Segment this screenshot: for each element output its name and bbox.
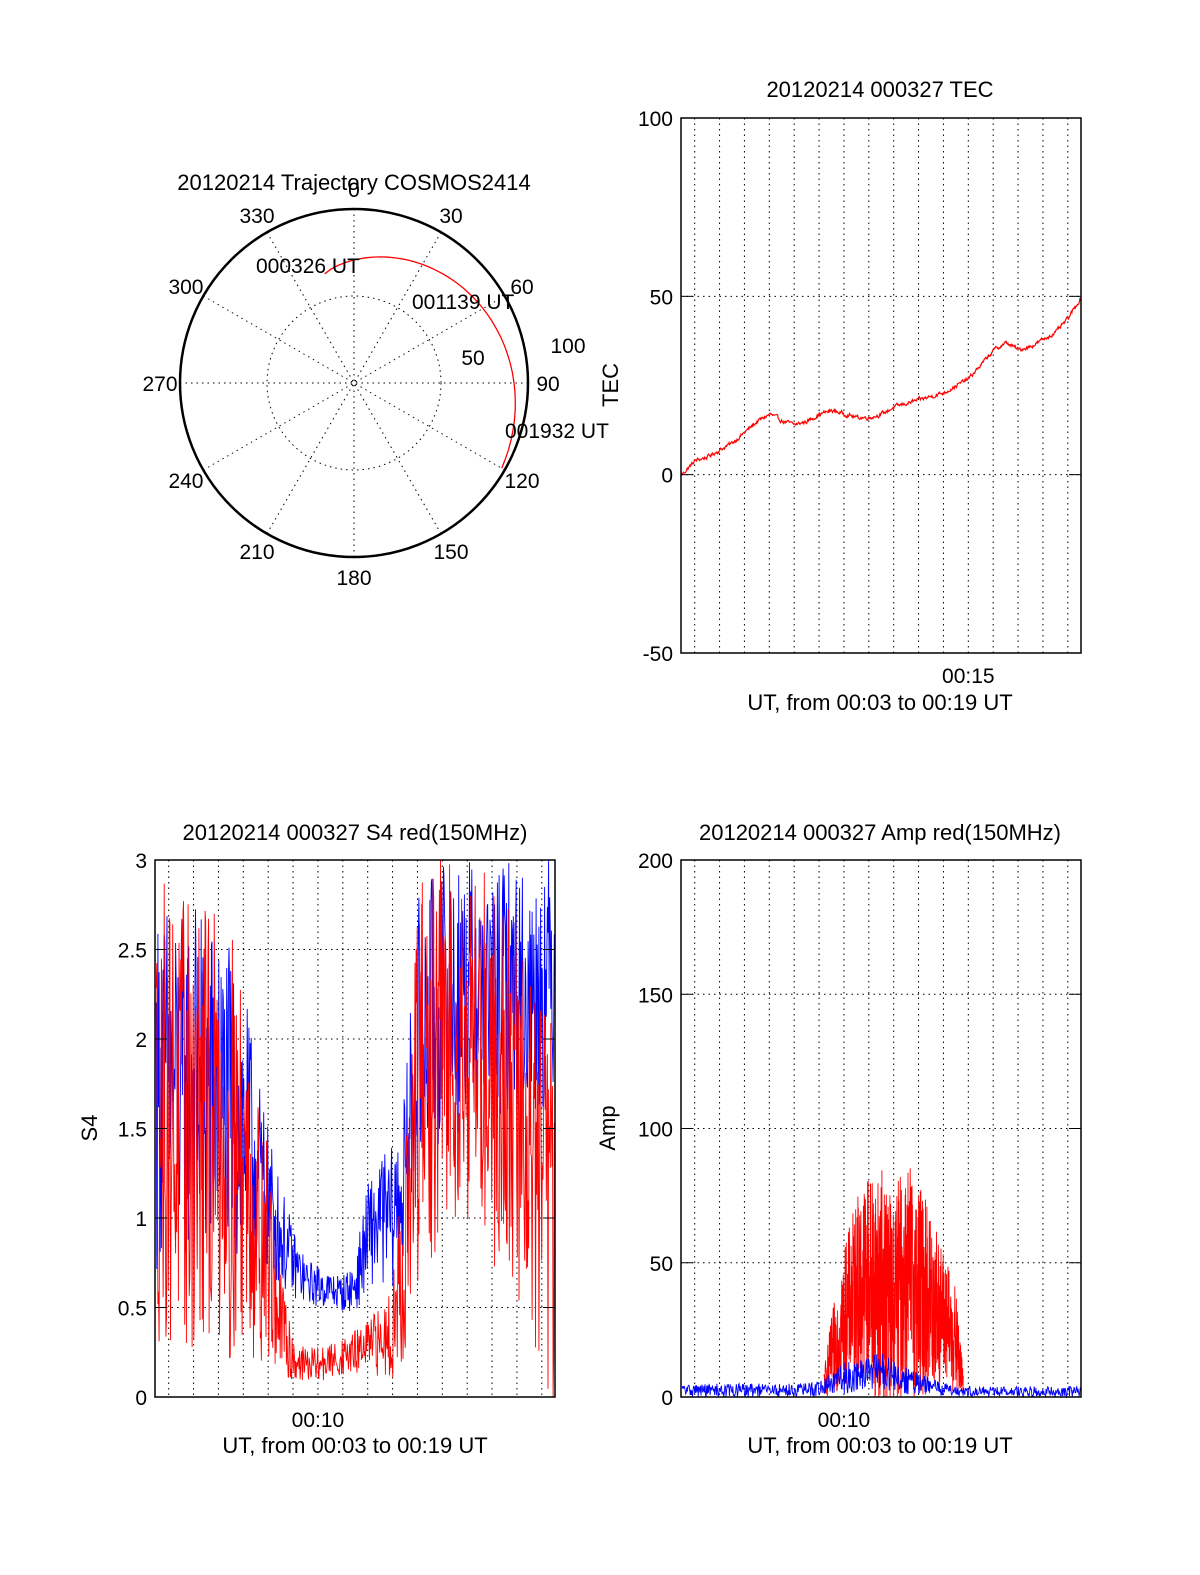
azimuth-label-180: 180: [336, 567, 371, 590]
elevation-label-50: 50: [461, 347, 484, 370]
azimuth-label-30: 30: [439, 205, 462, 228]
tec-ytick-label: 50: [650, 286, 673, 309]
polar-grid: [180, 209, 528, 557]
tec-title: 20120214 000327 TEC: [766, 77, 993, 102]
azimuth-label-330: 330: [239, 205, 274, 228]
amp-ylabel: Amp: [595, 1105, 620, 1150]
amp-grid: [681, 860, 1081, 1397]
amp-series: [681, 1168, 1081, 1399]
amp-ytick-label: 200: [638, 850, 673, 873]
amp-series-blue: [681, 1353, 1081, 1399]
trajectory-track: [324, 256, 516, 469]
azimuth-labels: 0 30 60 90 120 150 180 210 240 270 300 330: [142, 179, 559, 590]
tec-xlabel: UT, from 00:03 to 00:19 UT: [747, 690, 1012, 715]
tec-ytick-label: 0: [661, 465, 673, 488]
s4-ytick-label: 0: [135, 1387, 147, 1410]
s4-ytick-label: 2.5: [118, 940, 147, 963]
azimuth-label-240: 240: [168, 470, 203, 493]
amp-series-red: [823, 1168, 964, 1398]
amp-title: 20120214 000327 Amp red(150MHz): [699, 820, 1061, 845]
tec-ylabel: TEC: [598, 363, 623, 407]
tec-tick-labels: -50 0 50 100 00:15: [638, 108, 1081, 688]
track-mid-label: 001139 UT: [412, 291, 515, 314]
azimuth-label-270: 270: [142, 373, 177, 396]
polar-spoke-60: [203, 295, 505, 471]
s4-series-red: [155, 859, 555, 1398]
s4-xlabel: UT, from 00:03 to 00:19 UT: [222, 1433, 487, 1458]
amp-tick-labels: 0 50 100 150 200 00:10: [638, 850, 1081, 1432]
tec-ytick-label: -50: [643, 643, 673, 666]
s4-title: 20120214 000327 S4 red(150MHz): [183, 820, 528, 845]
s4-tick-labels: 0 0.5 1 1.5 2 2.5 3 00:10: [118, 850, 555, 1432]
amp-ytick-label: 150: [638, 984, 673, 1007]
amp-ytick-label: 0: [661, 1387, 673, 1410]
tec-series: [680, 297, 1082, 477]
amp-ytick-label: 50: [650, 1253, 673, 1276]
s4-ytick-label: 3: [135, 850, 147, 873]
amp-chart: 20120214 000327 Amp red(150MHz) 0 50 100 15…: [595, 820, 1082, 1458]
s4-ytick-label: 0.5: [118, 1298, 147, 1321]
tec-ytick-label: 100: [638, 108, 673, 131]
azimuth-label-210: 210: [239, 541, 274, 564]
track-end-label: 001932 UT: [505, 420, 609, 443]
tec-plot-frame: [680, 117, 1082, 654]
azimuth-label-90: 90: [536, 373, 559, 396]
azimuth-label-120: 120: [504, 470, 539, 493]
polar-spoke-120: [203, 295, 505, 471]
amp-xtick-label: 00:10: [818, 1409, 871, 1432]
track-start-label: 000326 UT: [256, 255, 360, 278]
azimuth-label-0: 0: [348, 179, 360, 202]
s4-ytick-label: 2: [135, 1029, 147, 1052]
s4-xtick-label: 00:10: [292, 1409, 345, 1432]
trajectory-polar-plot: 20120214 Trajectory COSMOS2414 0 30 60 90 12…: [142, 170, 609, 590]
s4-ytick-label: 1.5: [118, 1119, 147, 1142]
s4-series-blue: [155, 859, 555, 1312]
amp-ytick-label: 100: [638, 1119, 673, 1142]
s4-ylabel: S4: [77, 1115, 102, 1142]
trajectory-title: 20120214 Trajectory COSMOS2414: [177, 170, 530, 195]
tec-grid: [681, 118, 1081, 653]
elevation-label-100: 100: [550, 335, 585, 358]
tec-xtick-label: 00:15: [942, 665, 995, 688]
amp-xlabel: UT, from 00:03 to 00:19 UT: [747, 1433, 1012, 1458]
azimuth-label-150: 150: [433, 541, 468, 564]
tec-chart: 20120214 000327 TEC -50 0 50 100 00:15 TEC U…: [598, 77, 1082, 715]
azimuth-label-300: 300: [168, 276, 203, 299]
tec-series-red: [680, 297, 1082, 477]
polar-grid-ring-50: [266, 295, 442, 471]
polar-outer-ring: [178, 207, 530, 559]
s4-ytick-label: 1: [135, 1208, 147, 1231]
s4-chart: 20120214 000327 S4 red(150MHz) 0 0.5 1 1.5 2…: [77, 820, 556, 1458]
azimuth-label-60: 60: [510, 276, 533, 299]
s4-series: [155, 859, 555, 1398]
